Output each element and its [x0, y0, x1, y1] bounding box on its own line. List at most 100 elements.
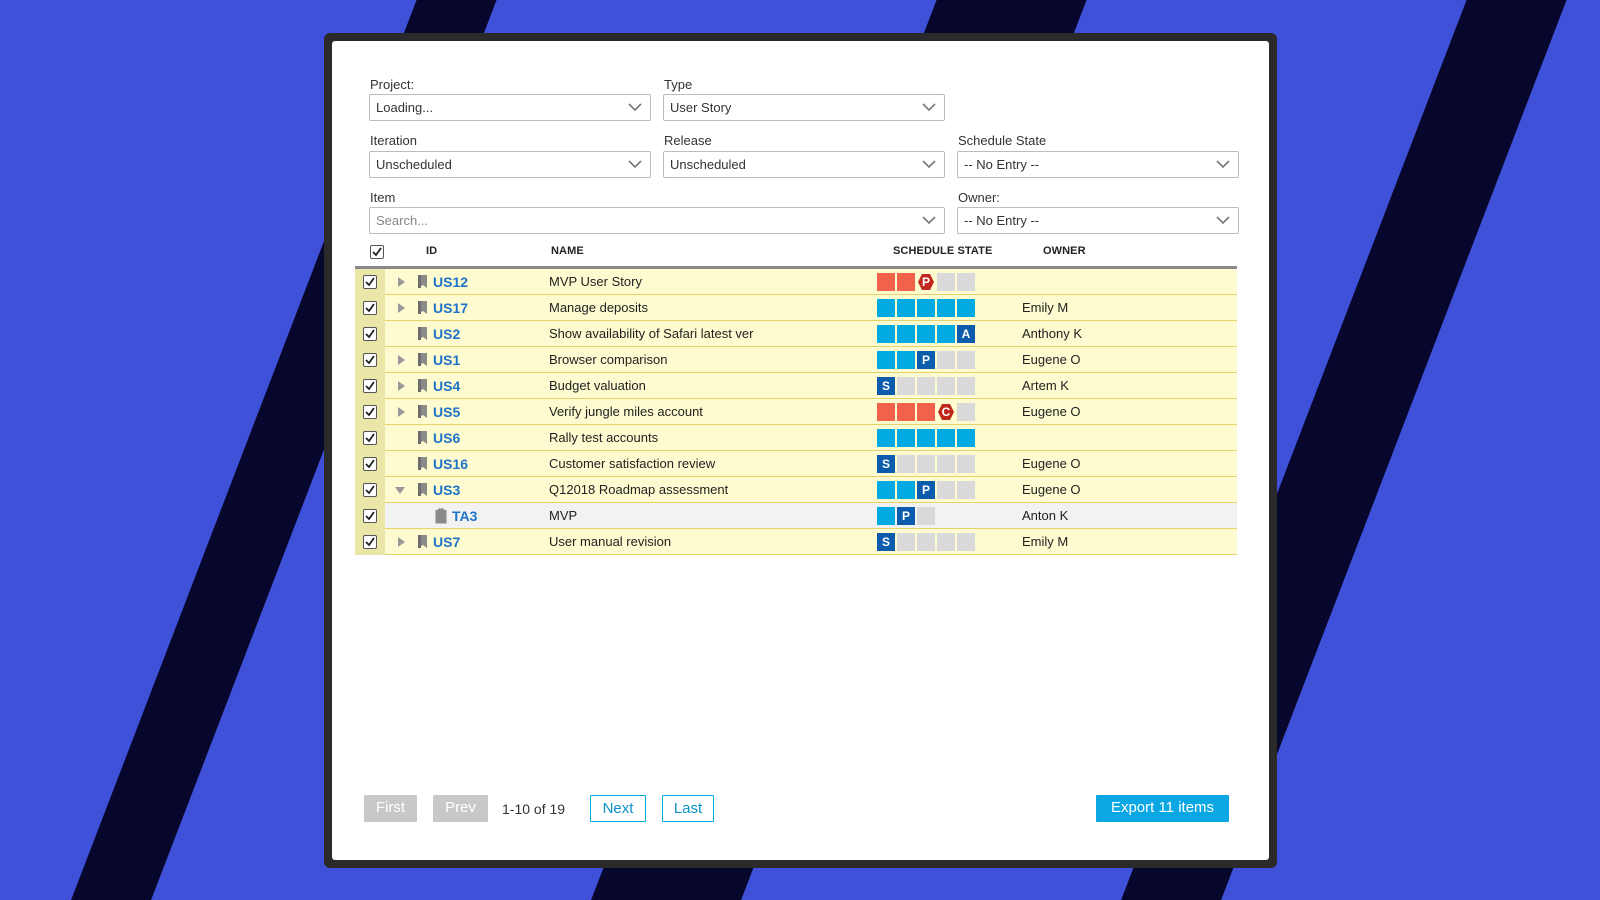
collapse-icon[interactable] [395, 487, 405, 494]
state-segment[interactable] [957, 403, 975, 421]
row-checkbox[interactable] [363, 327, 377, 341]
state-segment[interactable] [877, 481, 895, 499]
state-segment[interactable] [917, 299, 935, 317]
state-segment[interactable] [897, 351, 915, 369]
item-id-link[interactable]: TA3 [452, 508, 478, 524]
state-segment[interactable] [937, 481, 955, 499]
expand-icon[interactable] [398, 407, 405, 417]
export-button[interactable]: Export 11 items [1096, 795, 1229, 822]
table-row[interactable]: US1 Browser comparison P Eugene O [355, 347, 1237, 373]
chevron-down-icon[interactable] [628, 160, 642, 169]
table-row[interactable]: US2 Show availability of Safari latest ve… [355, 321, 1237, 347]
table-row[interactable]: US16 Customer satisfaction review S Eugene … [355, 451, 1237, 477]
state-segment[interactable] [917, 403, 935, 421]
item-id-link[interactable]: US6 [433, 430, 461, 446]
select-all-checkbox[interactable] [370, 245, 384, 259]
project-combobox[interactable]: Loading... [369, 94, 651, 121]
state-segment[interactable] [877, 429, 895, 447]
state-segment[interactable] [937, 325, 955, 343]
current-state-segment[interactable]: P [897, 507, 915, 525]
state-segment[interactable] [877, 351, 895, 369]
chevron-down-icon[interactable] [922, 103, 936, 112]
item-id-link[interactable]: US17 [433, 300, 469, 316]
state-segment[interactable] [877, 507, 895, 525]
item-id-link[interactable]: US3 [433, 482, 461, 498]
state-segment[interactable] [877, 299, 895, 317]
release-combobox[interactable]: Unscheduled [663, 151, 945, 178]
state-segment[interactable] [897, 429, 915, 447]
next-page-button[interactable]: Next [590, 795, 646, 822]
state-segment[interactable] [937, 377, 955, 395]
chevron-down-icon[interactable] [1216, 216, 1230, 225]
expand-icon[interactable] [398, 381, 405, 391]
table-row[interactable]: US7 User manual revision S Emily M [355, 529, 1237, 555]
state-segment[interactable] [937, 351, 955, 369]
chevron-down-icon[interactable] [1216, 160, 1230, 169]
state-segment[interactable] [937, 429, 955, 447]
table-row[interactable]: US4 Budget valuation S Artem K [355, 373, 1237, 399]
state-segment[interactable] [897, 455, 915, 473]
row-checkbox[interactable] [363, 457, 377, 471]
row-checkbox[interactable] [363, 405, 377, 419]
schedule-state-bar[interactable]: S [877, 533, 975, 551]
item-id-link[interactable]: US5 [433, 404, 461, 420]
state-segment[interactable] [937, 533, 955, 551]
current-state-segment[interactable]: S [877, 533, 895, 551]
state-segment[interactable] [917, 325, 935, 343]
row-checkbox[interactable] [363, 275, 377, 289]
schedule-state-bar[interactable]: C [877, 403, 975, 421]
item-id-link[interactable]: US12 [433, 274, 469, 290]
schedule-state-bar[interactable]: P [877, 507, 935, 525]
current-state-segment[interactable]: C [937, 403, 955, 421]
first-page-button[interactable]: First [364, 795, 417, 822]
item-id-link[interactable]: US4 [433, 378, 461, 394]
item-id-link[interactable]: US1 [433, 352, 461, 368]
owner-combobox[interactable]: -- No Entry -- [957, 207, 1239, 234]
last-page-button[interactable]: Last [662, 795, 714, 822]
state-segment[interactable] [937, 455, 955, 473]
item-id-link[interactable]: US7 [433, 534, 461, 550]
state-segment[interactable] [897, 481, 915, 499]
state-segment[interactable] [917, 455, 935, 473]
state-segment[interactable] [957, 351, 975, 369]
state-segment[interactable] [957, 481, 975, 499]
schedule-state-bar[interactable]: P [877, 351, 975, 369]
table-row[interactable]: US5 Verify jungle miles account C Eugene O [355, 399, 1237, 425]
state-segment[interactable] [937, 273, 955, 291]
schedule-state-bar[interactable]: S [877, 455, 975, 473]
item-id-link[interactable]: US2 [433, 326, 461, 342]
table-row[interactable]: US12 MVP User Story P [355, 269, 1237, 295]
expand-icon[interactable] [398, 277, 405, 287]
state-segment[interactable] [957, 455, 975, 473]
state-segment[interactable] [917, 507, 935, 525]
schedule-state-bar[interactable]: S [877, 377, 975, 395]
expand-icon[interactable] [398, 303, 405, 313]
state-segment[interactable] [897, 533, 915, 551]
row-checkbox[interactable] [363, 379, 377, 393]
expand-icon[interactable] [398, 355, 405, 365]
column-header-name[interactable]: NAME [551, 245, 584, 257]
chevron-down-icon[interactable] [922, 216, 936, 225]
current-state-segment[interactable]: P [917, 481, 935, 499]
row-checkbox[interactable] [363, 535, 377, 549]
state-segment[interactable] [957, 377, 975, 395]
state-segment[interactable] [937, 299, 955, 317]
current-state-segment[interactable]: P [917, 351, 935, 369]
schedule-state-bar[interactable]: P [877, 273, 975, 291]
state-segment[interactable] [877, 273, 895, 291]
column-header-id[interactable]: ID [426, 245, 438, 257]
current-state-segment[interactable]: A [957, 325, 975, 343]
table-row[interactable]: US3 Q12018 Roadmap assessment P Eugene O [355, 477, 1237, 503]
state-segment[interactable] [877, 403, 895, 421]
schedule-state-bar[interactable] [877, 299, 975, 317]
state-segment[interactable] [897, 403, 915, 421]
state-segment[interactable] [897, 299, 915, 317]
row-checkbox[interactable] [363, 483, 377, 497]
item-id-link[interactable]: US16 [433, 456, 469, 472]
chevron-down-icon[interactable] [628, 103, 642, 112]
current-state-segment[interactable]: S [877, 377, 895, 395]
row-checkbox[interactable] [363, 509, 377, 523]
table-row[interactable]: US6 Rally test accounts [355, 425, 1237, 451]
state-segment[interactable] [917, 533, 935, 551]
row-checkbox[interactable] [363, 301, 377, 315]
